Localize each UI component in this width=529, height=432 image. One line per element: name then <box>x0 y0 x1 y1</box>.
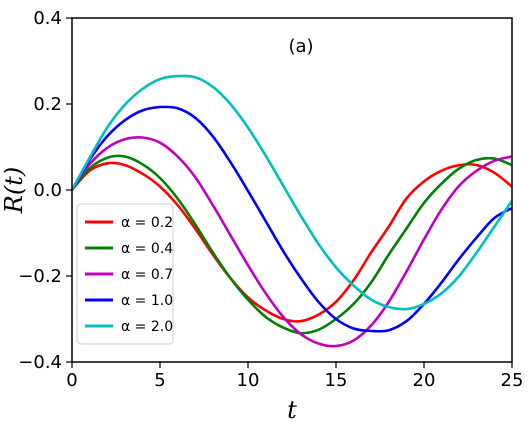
legend-label: α = 0.7 <box>121 267 173 283</box>
legend-label: α = 0.4 <box>121 241 173 257</box>
series-line-2 <box>70 136 513 348</box>
series-line-4 <box>70 74 514 311</box>
series-line-0 <box>71 161 513 323</box>
x-axis: 0 5 10 15 20 25 <box>66 362 523 391</box>
x-tick-label: 25 <box>501 370 524 391</box>
x-tick-label: 5 <box>154 370 165 391</box>
x-axis-label: t <box>287 396 297 424</box>
x-tick-label: 10 <box>237 370 260 391</box>
x-tick-label: 20 <box>413 370 436 391</box>
series-lines <box>70 74 514 348</box>
legend-label: α = 0.2 <box>121 215 173 231</box>
y-tick-label: 0.4 <box>33 8 62 29</box>
x-tick-label: 15 <box>325 370 348 391</box>
legend-label: α = 2.0 <box>121 319 173 335</box>
series-line-1 <box>70 154 513 335</box>
y-axis-label: R(t) <box>0 167 28 214</box>
y-tick-label: 0.2 <box>33 94 62 115</box>
y-tick-label: 0.0 <box>33 180 62 201</box>
legend: α = 0.2 α = 0.4 α = 0.7 α = 1.0 α = 2.0 <box>76 203 174 345</box>
legend-label: α = 1.0 <box>121 293 173 309</box>
y-axis: −0.4 −0.2 0.0 0.2 0.4 <box>18 8 72 373</box>
legend-box <box>76 203 174 345</box>
y-tick-label: −0.2 <box>18 266 62 287</box>
y-tick-label: −0.4 <box>18 352 62 373</box>
x-tick-label: 0 <box>66 370 77 391</box>
series-line-3 <box>70 105 513 333</box>
panel-label: (a) <box>288 36 313 57</box>
